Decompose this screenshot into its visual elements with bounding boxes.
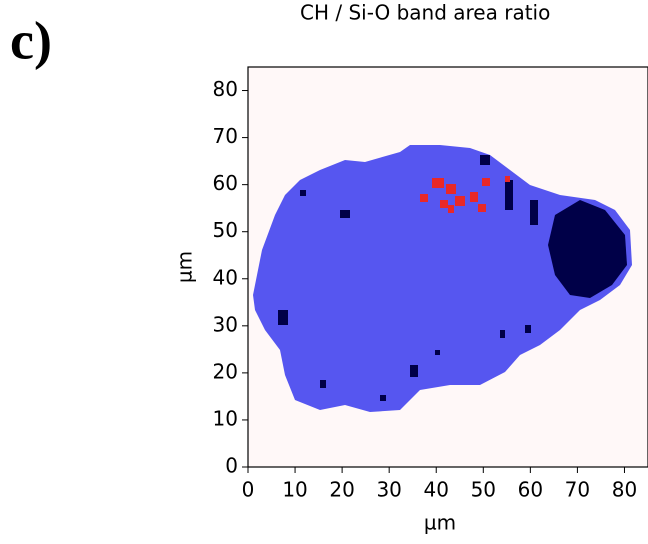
chart-title: CH / Si-O band area ratio bbox=[300, 1, 550, 25]
panel-label: c) bbox=[10, 10, 52, 70]
axes-frame bbox=[247, 66, 648, 468]
x-tick-label: 0 bbox=[242, 478, 255, 502]
red-pixels bbox=[420, 176, 510, 213]
x-tick-label: 20 bbox=[329, 478, 354, 502]
x-tick-label: 70 bbox=[565, 478, 590, 502]
x-tick-label: 50 bbox=[471, 478, 496, 502]
dark-pixels bbox=[278, 155, 538, 401]
x-tick-label: 60 bbox=[518, 478, 543, 502]
y-tick-label: 60 bbox=[213, 171, 238, 195]
y-tick-label: 80 bbox=[213, 77, 238, 101]
x-tick-label: 40 bbox=[424, 478, 449, 502]
y-tick-label: 0 bbox=[225, 454, 238, 478]
x-tick-label: 30 bbox=[376, 478, 401, 502]
y-axis-label: µm bbox=[173, 251, 197, 283]
x-tick-label: 10 bbox=[282, 478, 307, 502]
y-tick-label: 20 bbox=[213, 359, 238, 383]
x-tick-label: 80 bbox=[612, 478, 637, 502]
y-tick-label: 10 bbox=[213, 406, 238, 430]
y-tick-label: 70 bbox=[213, 124, 238, 148]
y-tick-label: 40 bbox=[213, 265, 238, 289]
high-region bbox=[548, 200, 627, 298]
y-tick-label: 50 bbox=[213, 218, 238, 242]
y-tick-label: 30 bbox=[213, 312, 238, 336]
x-axis-label: µm bbox=[424, 511, 456, 535]
plot-image bbox=[248, 67, 648, 467]
